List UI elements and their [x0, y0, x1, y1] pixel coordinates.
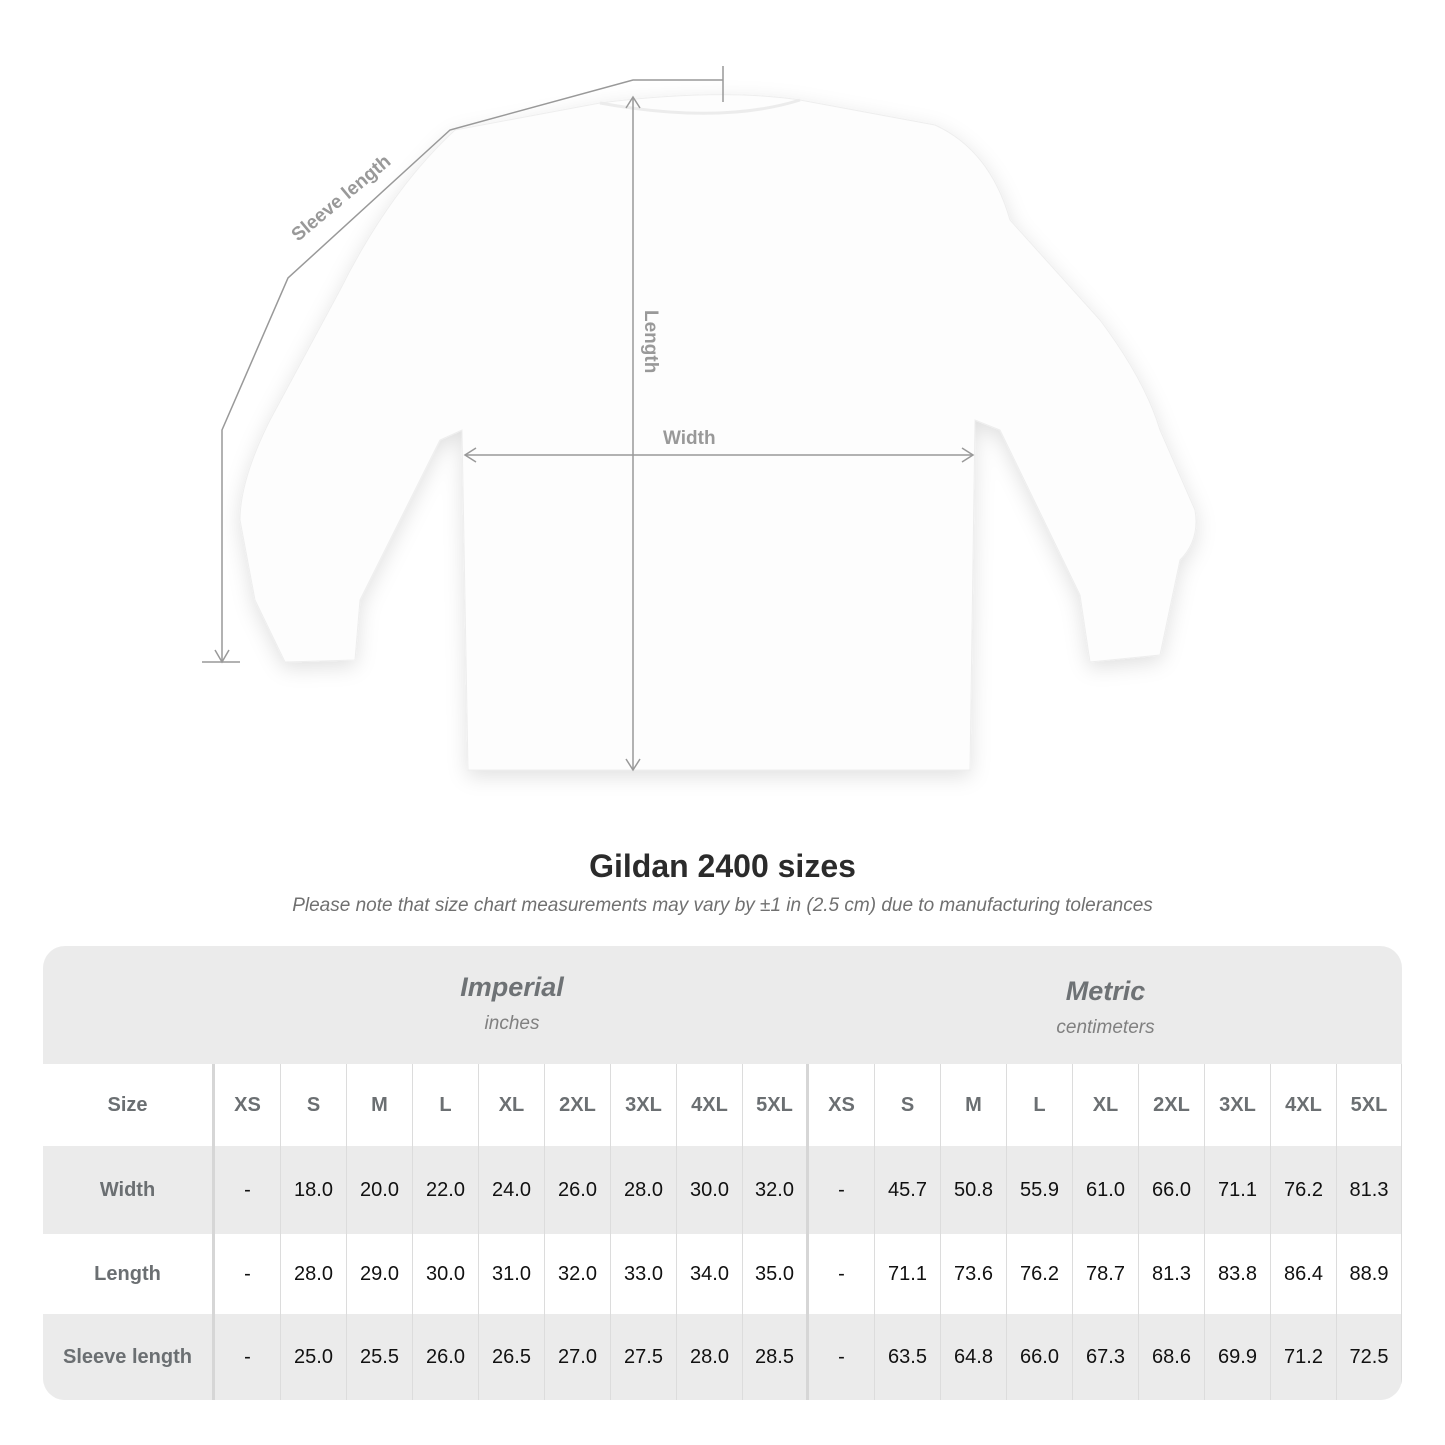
value-cell-imperial: 20.0 — [347, 1146, 413, 1234]
value-cell-imperial: 31.0 — [479, 1234, 545, 1314]
size-table: Imperial inches Metric centimeters Size X… — [43, 946, 1402, 1400]
value-cell-metric: 76.2 — [1271, 1146, 1337, 1234]
value-cell-metric: 86.4 — [1271, 1234, 1337, 1314]
value-cell-metric: 71.2 — [1271, 1314, 1337, 1400]
value-cell-metric: 64.8 — [941, 1314, 1007, 1400]
value-cell-metric: 61.0 — [1073, 1146, 1139, 1234]
value-cell-metric: 66.0 — [1007, 1314, 1073, 1400]
value-cell-imperial: - — [215, 1234, 281, 1314]
value-cell-metric: 55.9 — [1007, 1146, 1073, 1234]
value-cell-imperial: 28.0 — [281, 1234, 347, 1314]
value-cell-metric: 63.5 — [875, 1314, 941, 1400]
table-row: Sleeve length -25.0 25.5 26.0 26.5 27.0 27.5 28… — [43, 1314, 1402, 1400]
size-header-imperial: 3XL — [611, 1064, 677, 1146]
size-header-imperial: S — [281, 1064, 347, 1146]
value-cell-imperial: 33.0 — [611, 1234, 677, 1314]
size-header-metric: 2XL — [1139, 1064, 1205, 1146]
page-title: Gildan 2400 sizes — [589, 848, 856, 884]
table-row: Length -28.0 29.0 30.0 31.0 32.0 33.0 34.0 35.0-… — [43, 1234, 1402, 1314]
length-measure — [625, 95, 641, 772]
size-header-metric: L — [1007, 1064, 1073, 1146]
value-cell-imperial: 28.5 — [743, 1314, 809, 1400]
size-header-imperial: XL — [479, 1064, 545, 1146]
value-cell-metric: - — [809, 1314, 875, 1400]
width-label: Width — [663, 428, 716, 449]
value-cell-metric: 72.5 — [1337, 1314, 1402, 1400]
value-cell-metric: 66.0 — [1139, 1146, 1205, 1234]
value-cell-imperial: 25.5 — [347, 1314, 413, 1400]
value-cell-metric: 73.6 — [941, 1234, 1007, 1314]
length-label: Length — [640, 310, 661, 373]
size-header-imperial: L — [413, 1064, 479, 1146]
size-header-metric: XL — [1073, 1064, 1139, 1146]
size-header-imperial: 4XL — [677, 1064, 743, 1146]
value-cell-metric: - — [809, 1234, 875, 1314]
value-cell-imperial: 30.0 — [677, 1146, 743, 1234]
value-cell-metric: 45.7 — [875, 1146, 941, 1234]
size-header-metric: 4XL — [1271, 1064, 1337, 1146]
sleeve-length-measure — [202, 66, 724, 664]
value-cell-metric: 78.7 — [1073, 1234, 1139, 1314]
value-cell-metric: 68.6 — [1139, 1314, 1205, 1400]
value-cell-metric: 76.2 — [1007, 1234, 1073, 1314]
value-cell-imperial: 35.0 — [743, 1234, 809, 1314]
row-label: Width — [43, 1146, 215, 1234]
size-header-row: Size XS S M L XL 2XL 3XL 4XL 5XL XS S M L XL 2XL 3XL 4XL 5… — [43, 1064, 1402, 1146]
size-header-imperial: XS — [215, 1064, 281, 1146]
imperial-unit: inches — [484, 1013, 540, 1034]
value-cell-imperial: 26.0 — [413, 1314, 479, 1400]
value-cell-imperial: 30.0 — [413, 1234, 479, 1314]
value-cell-imperial: 32.0 — [545, 1234, 611, 1314]
value-cell-imperial: - — [215, 1314, 281, 1400]
metric-title: Metric — [1065, 976, 1146, 1006]
value-cell-metric: 81.3 — [1337, 1146, 1402, 1234]
value-cell-imperial: 25.0 — [281, 1314, 347, 1400]
value-cell-imperial: 28.0 — [611, 1146, 677, 1234]
row-label: Sleeve length — [43, 1314, 215, 1400]
size-header-metric: S — [875, 1064, 941, 1146]
value-cell-metric: 69.9 — [1205, 1314, 1271, 1400]
value-cell-imperial: 26.0 — [545, 1146, 611, 1234]
value-cell-imperial: 22.0 — [413, 1146, 479, 1234]
value-cell-metric: - — [809, 1146, 875, 1234]
value-cell-metric: 88.9 — [1337, 1234, 1402, 1314]
size-label: Size — [43, 1064, 215, 1146]
row-label: Length — [43, 1234, 215, 1314]
size-header-metric: XS — [809, 1064, 875, 1146]
value-cell-imperial: - — [215, 1146, 281, 1234]
size-header-metric: 5XL — [1337, 1064, 1402, 1146]
shirt-shape — [239, 94, 1197, 771]
imperial-header: Imperial inches — [215, 946, 809, 1090]
metric-unit: centimeters — [1056, 1017, 1155, 1038]
size-header-imperial: 2XL — [545, 1064, 611, 1146]
value-cell-metric: 50.8 — [941, 1146, 1007, 1234]
value-cell-imperial: 32.0 — [743, 1146, 809, 1234]
value-cell-imperial: 34.0 — [677, 1234, 743, 1314]
tolerance-note: Please note that size chart measurements… — [292, 895, 1153, 916]
value-cell-metric: 71.1 — [1205, 1146, 1271, 1234]
value-cell-metric: 67.3 — [1073, 1314, 1139, 1400]
size-header-metric: 3XL — [1205, 1064, 1271, 1146]
value-cell-metric: 83.8 — [1205, 1234, 1271, 1314]
value-cell-imperial: 24.0 — [479, 1146, 545, 1234]
size-header-metric: M — [941, 1064, 1007, 1146]
value-cell-imperial: 29.0 — [347, 1234, 413, 1314]
value-cell-metric: 71.1 — [875, 1234, 941, 1314]
metric-header: Metric centimeters — [809, 946, 1402, 1094]
shirt-diagram: Sleeve length Length Width — [202, 66, 1197, 772]
size-header-imperial: 5XL — [743, 1064, 809, 1146]
value-cell-imperial: 26.5 — [479, 1314, 545, 1400]
size-header-imperial: M — [347, 1064, 413, 1146]
imperial-title: Imperial — [460, 972, 564, 1002]
table-row: Width -18.0 20.0 22.0 24.0 26.0 28.0 30.0 32.0-4… — [43, 1146, 1402, 1234]
value-cell-imperial: 27.5 — [611, 1314, 677, 1400]
value-cell-imperial: 27.0 — [545, 1314, 611, 1400]
value-cell-metric: 81.3 — [1139, 1234, 1205, 1314]
width-measure — [463, 447, 975, 463]
value-cell-imperial: 18.0 — [281, 1146, 347, 1234]
value-cell-imperial: 28.0 — [677, 1314, 743, 1400]
